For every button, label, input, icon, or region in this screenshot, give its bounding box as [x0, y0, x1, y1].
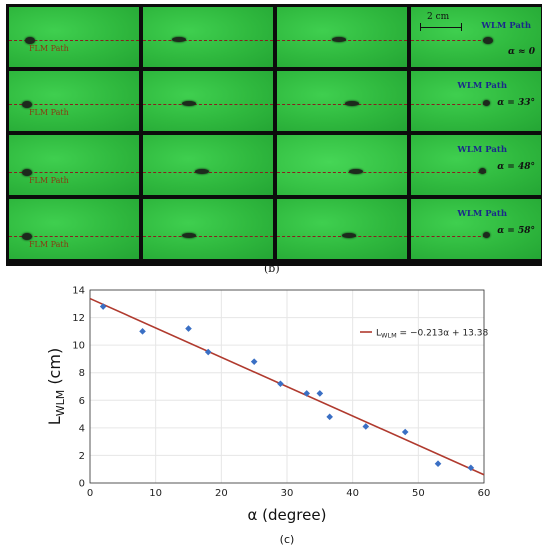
alpha-angle-label: α = 33° — [497, 98, 535, 108]
photo-cell — [143, 199, 273, 259]
wlm-path-label: WLM Path — [457, 81, 507, 91]
data-point — [467, 464, 475, 472]
x-axis-label: α (degree) — [248, 506, 327, 524]
y-tick-label: 0 — [79, 479, 85, 490]
swim-path-line — [9, 40, 139, 41]
y-tick-label: 4 — [79, 423, 85, 434]
photo-cell — [143, 71, 273, 131]
fish-marker — [482, 37, 493, 44]
regression-chart: 0 10 20 30 40 50 60 0 2 4 6 8 10 12 14 LWLM = −0.213α +… — [45, 286, 491, 547]
fish-marker — [171, 37, 186, 42]
fish-marker — [342, 233, 356, 239]
x-tick-label: 30 — [281, 488, 294, 499]
fish-marker — [22, 101, 32, 108]
swim-path-line — [277, 104, 407, 105]
data-point — [204, 348, 212, 356]
flm-path-label: FLM Path — [29, 44, 69, 53]
flm-path-label: FLM Path — [29, 240, 69, 250]
panel-b-caption: (b) — [264, 262, 280, 275]
fish-marker — [182, 233, 196, 239]
swim-path-line — [411, 104, 487, 105]
x-tick-label: 0 — [87, 488, 93, 499]
fish-marker — [482, 232, 490, 239]
x-tick-label: 60 — [478, 488, 491, 499]
fish-marker — [478, 168, 486, 175]
swim-path-line — [143, 104, 273, 105]
x-tick-label: 10 — [149, 488, 162, 499]
scale-bar-label: 2 cm — [427, 12, 450, 22]
photo-grid: FLM Path WLM Path α ≈ 0 2 cm FLM Path WLM Pat… — [6, 4, 542, 266]
swim-path-line — [411, 172, 487, 174]
swim-path-line — [143, 236, 273, 238]
swim-path-line — [277, 172, 407, 174]
fish-marker — [331, 37, 346, 42]
fish-marker — [22, 169, 32, 177]
photo-cell: WLM Path α = 58° — [411, 199, 541, 259]
fish-marker — [195, 169, 209, 175]
y-tick-label: 14 — [72, 286, 85, 297]
photo-cell: WLM Path α = 48° — [411, 135, 541, 195]
data-point — [326, 413, 333, 421]
swim-path-line — [9, 104, 139, 105]
fish-marker — [22, 233, 32, 241]
fish-marker — [348, 169, 363, 175]
data-point — [303, 390, 310, 397]
y-tick-label: 12 — [72, 313, 85, 324]
data-point — [401, 428, 409, 436]
data-point — [362, 423, 370, 430]
photo-cell — [277, 71, 407, 131]
alpha-angle-label: α = 58° — [497, 226, 535, 236]
panel-c-caption: (c) — [280, 533, 295, 546]
photo-cell: FLM Path — [9, 199, 139, 259]
scale-bar — [420, 23, 462, 31]
y-tick-label: 8 — [79, 368, 85, 379]
wlm-path-label: WLM Path — [457, 145, 507, 155]
photo-cell: FLM Path — [9, 135, 139, 195]
photo-cell: WLM Path α ≈ 0 2 cm — [411, 7, 541, 67]
swim-path-line — [9, 172, 139, 174]
photo-cell — [143, 135, 273, 195]
legend-label: LWLM = −0.213α + 13.38 — [376, 329, 488, 340]
plot-frame — [89, 289, 485, 484]
data-point — [250, 358, 258, 365]
data-point — [185, 325, 192, 332]
photo-cell — [277, 7, 407, 67]
regression-line — [89, 297, 485, 476]
photo-cell — [277, 135, 407, 195]
wlm-path-label: WLM Path — [481, 21, 531, 31]
swim-path-line — [9, 236, 139, 238]
fish-marker — [482, 100, 490, 106]
photo-cell: FLM Path — [9, 7, 139, 67]
x-tick-label: 40 — [346, 488, 359, 499]
data-point — [316, 390, 324, 397]
x-tick-label: 20 — [215, 488, 228, 499]
photo-cell — [277, 199, 407, 259]
y-tick-label: 6 — [79, 396, 85, 407]
photo-cell: FLM Path — [9, 71, 139, 131]
alpha-angle-label: α = 48° — [497, 162, 535, 172]
data-point — [434, 460, 442, 467]
y-tick-label: 10 — [72, 341, 85, 352]
fish-marker — [182, 101, 196, 106]
alpha-angle-label: α ≈ 0 — [508, 47, 535, 57]
fish-marker — [24, 37, 35, 44]
x-tick-label: 50 — [412, 488, 425, 499]
y-tick-label: 2 — [79, 451, 85, 462]
y-axis-label: LWLM (cm) — [45, 348, 67, 425]
data-point — [277, 380, 284, 388]
swim-path-line — [411, 236, 487, 238]
fish-marker — [344, 101, 359, 106]
flm-path-label: FLM Path — [29, 176, 69, 186]
photo-cell — [143, 7, 273, 67]
swim-path-line — [411, 40, 487, 41]
photo-cell: WLM Path α = 33° — [411, 71, 541, 131]
wlm-path-label: WLM Path — [457, 209, 507, 219]
flm-path-label: FLM Path — [29, 108, 69, 117]
swim-path-line — [143, 40, 273, 41]
